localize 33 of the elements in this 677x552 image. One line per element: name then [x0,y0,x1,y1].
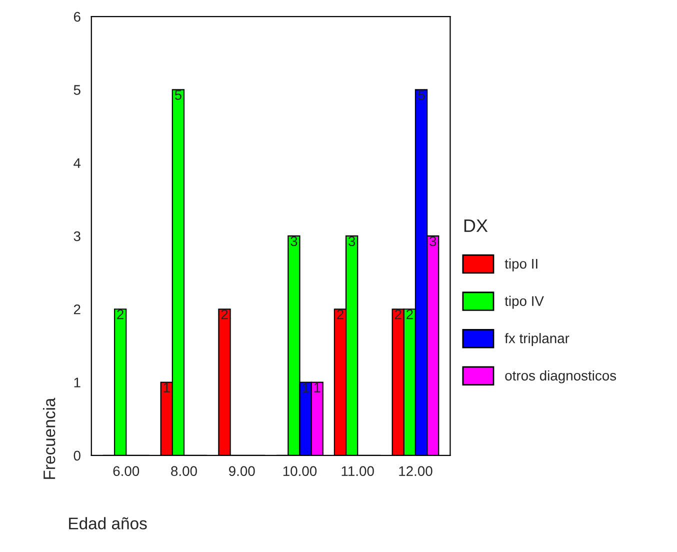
x-tick-label: 11.00 [342,466,374,476]
data-label: 1 [164,382,170,392]
data-label: 3 [430,236,436,246]
x-tick-label: 10.00 [283,466,317,476]
x-tick-label: 12.00 [399,466,432,476]
data-label: 2 [221,309,228,320]
data-label: 3 [290,236,298,246]
data-label: 1 [302,382,309,392]
data-label: 2 [117,309,124,320]
legend-label: tipo II [504,258,538,272]
y-axis-title: Frecuencia [43,398,56,479]
y-tick-label: 0 [74,450,80,461]
y-tick-label: 6 [74,12,80,22]
legend-label: fx triplanar [504,333,570,346]
data-label: 2 [406,309,413,320]
legend-title: DX [464,219,488,232]
data-label: 3 [348,236,356,246]
data-label: 2 [394,309,402,320]
y-tick-label: 2 [74,304,80,314]
data-label: 2 [337,309,344,320]
y-tick-label: 5 [74,85,80,95]
x-axis-title: Edad años [69,517,147,530]
data-label: 1 [314,382,320,392]
x-tick-label: 6.00 [113,466,140,476]
y-tick-label: 3 [74,231,80,242]
y-tick-label: 4 [74,158,81,168]
x-tick-label: 8.00 [171,466,197,476]
legend-label: otros diagnosticos [505,370,616,384]
data-label: 5 [418,90,425,100]
x-tick-label: 9.00 [229,466,255,476]
data-label: 5 [174,90,182,100]
y-tick-label: 1 [74,378,80,388]
legend-label: tipo IV [504,296,544,309]
